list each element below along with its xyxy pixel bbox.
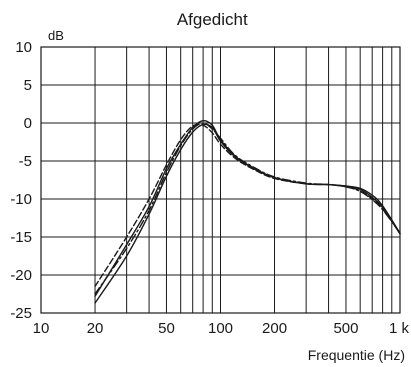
y-tick-label: -20 xyxy=(10,267,32,284)
plot-frame xyxy=(40,46,401,314)
y-tick-label: 5 xyxy=(24,77,32,94)
x-tick-label: 1 k xyxy=(389,320,410,337)
y-axis-unit: dB xyxy=(48,28,64,43)
y-tick-label: -15 xyxy=(10,229,32,246)
y-tick-labels: 10 5 0 -5 -10 -15 -20 -25 xyxy=(10,39,32,322)
grid-layer xyxy=(41,47,400,313)
response-curve-2 xyxy=(94,122,401,295)
y-tick-label: 0 xyxy=(24,115,32,132)
x-tick-label: 200 xyxy=(262,320,287,337)
x-tick-labels: 10 20 50 100 200 500 1 k xyxy=(33,320,410,337)
x-axis-label: Frequentie (Hz) xyxy=(308,347,405,363)
y-tick-label: -25 xyxy=(10,305,32,322)
curve-layer xyxy=(94,119,401,304)
response-curve-4 xyxy=(94,119,401,297)
response-curve-1 xyxy=(94,123,401,288)
chart-title: Afgedicht xyxy=(177,10,248,29)
x-tick-label: 50 xyxy=(158,320,175,337)
y-tick-label: -5 xyxy=(19,153,32,170)
x-tick-label: 100 xyxy=(208,320,233,337)
y-tick-label: -10 xyxy=(10,191,32,208)
x-tick-label: 10 xyxy=(33,320,50,337)
x-tick-label: 500 xyxy=(333,320,358,337)
x-tick-label: 20 xyxy=(87,320,104,337)
y-tick-label: 10 xyxy=(15,39,32,56)
